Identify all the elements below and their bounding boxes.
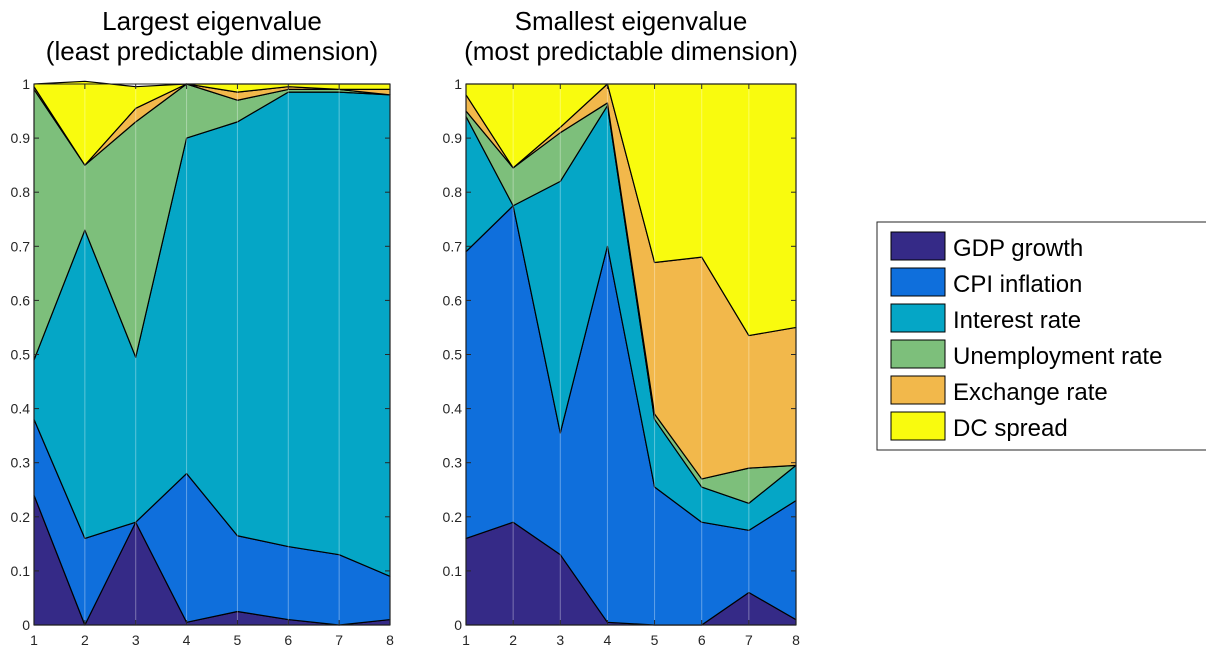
legend: GDP growth CPI inflation Interest rate Unem… (876, 221, 1206, 451)
legend-swatch-interest-rate (890, 303, 946, 333)
y-tick-label: 0.9 (11, 130, 31, 146)
y-tick-label: 0.4 (443, 401, 463, 417)
y-tick-label: 0.7 (11, 238, 31, 254)
x-tick-label: 6 (698, 632, 706, 648)
chart-panel-1: 1 2 3 4 5 6 7 8 0 0.1 0.2 0.3 0.4 0.5 0.6 0.7 0.8 0.9 1 Lar… (11, 6, 395, 648)
x-tick-label: 8 (792, 632, 800, 648)
chart-title-line-2: (most predictable dimension) (464, 36, 798, 66)
y-tick-label: 0.8 (11, 184, 31, 200)
legend-swatch-cpi-inflation (890, 267, 946, 297)
legend-swatch-exchange-rate (890, 375, 946, 405)
y-tick-label: 0.1 (443, 563, 463, 579)
legend-label-exchange-rate: Exchange rate (953, 379, 1108, 406)
y-tick-label: 0.2 (11, 509, 31, 525)
legend-label-dc-spread: DC spread (953, 415, 1068, 442)
x-tick-label: 5 (234, 632, 242, 648)
y-tick-label: 0.5 (443, 347, 463, 363)
chart-title-line-1: Largest eigenvalue (102, 6, 322, 36)
x-tick-label: 1 (462, 632, 470, 648)
x-tick-label: 3 (132, 632, 140, 648)
y-tick-label: 0.2 (443, 509, 463, 525)
chart-title-line-1: Smallest eigenvalue (515, 6, 748, 36)
y-tick-label: 0.6 (443, 292, 463, 308)
x-tick-label: 8 (386, 632, 394, 648)
y-tick-label: 0.3 (443, 455, 463, 471)
x-tick-label: 4 (604, 632, 612, 648)
x-tick-label: 7 (745, 632, 753, 648)
y-tick-label: 0.8 (443, 184, 463, 200)
x-tick-label: 6 (284, 632, 292, 648)
y-tick-label: 0.6 (11, 292, 31, 308)
legend-label-interest-rate: Interest rate (953, 307, 1081, 334)
chart-title-line-2: (least predictable dimension) (46, 36, 378, 66)
legend-label-gdp-growth: GDP growth (953, 235, 1083, 262)
legend-swatch-unemployment-rate (890, 339, 946, 369)
y-tick-label: 0.7 (443, 238, 463, 254)
x-tick-label: 7 (335, 632, 343, 648)
y-tick-label: 0.9 (443, 130, 463, 146)
legend-label-cpi-inflation: CPI inflation (953, 271, 1082, 298)
legend-swatch-dc-spread (890, 411, 946, 441)
y-tick-label: 0 (22, 617, 30, 633)
legend-label-unemployment-rate: Unemployment rate (953, 343, 1162, 370)
x-tick-label: 2 (81, 632, 89, 648)
x-tick-label: 3 (556, 632, 564, 648)
chart-panel-2: 1 2 3 4 5 6 7 8 0 0.1 0.2 0.3 0.4 0.5 0.6 0.7 0.8 0.9 1 Sma… (443, 6, 801, 648)
legend-swatch-gdp-growth (890, 231, 946, 261)
y-tick-label: 0.4 (11, 401, 31, 417)
y-tick-label: 0.3 (11, 455, 31, 471)
x-tick-label: 1 (30, 632, 38, 648)
x-tick-label: 4 (183, 632, 191, 648)
y-tick-label: 0.1 (11, 563, 31, 579)
y-tick-label: 0.5 (11, 347, 31, 363)
y-tick-label: 0 (454, 617, 462, 633)
x-tick-label: 2 (509, 632, 517, 648)
y-tick-label: 1 (22, 76, 30, 92)
y-tick-label: 1 (454, 76, 462, 92)
x-tick-label: 5 (651, 632, 659, 648)
